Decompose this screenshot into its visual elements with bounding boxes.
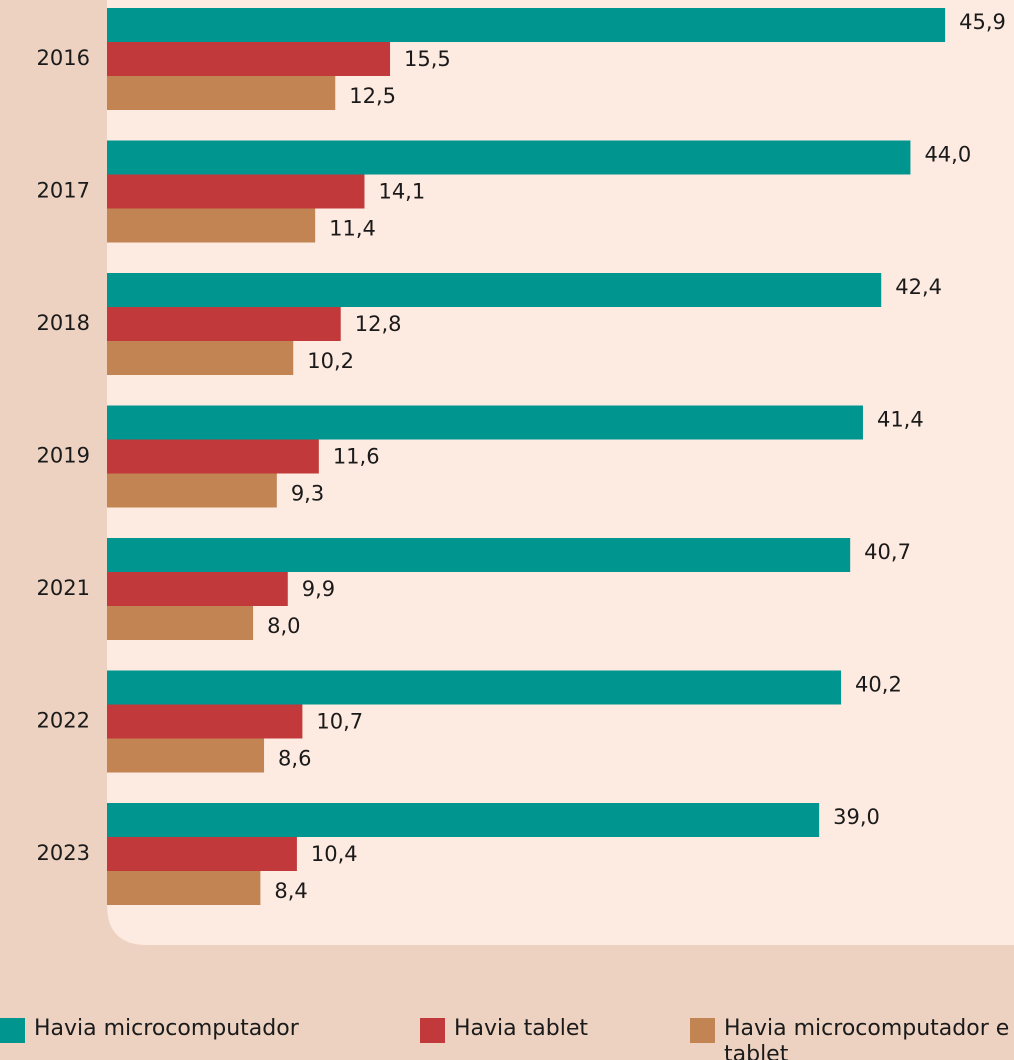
legend-swatch bbox=[420, 1018, 445, 1043]
value-label: 11,4 bbox=[329, 217, 376, 241]
y-tick-label: 2022 bbox=[37, 709, 90, 733]
y-tick-label: 2016 bbox=[37, 46, 90, 70]
bar bbox=[107, 341, 294, 375]
bar bbox=[107, 307, 341, 341]
value-label: 41,4 bbox=[877, 408, 924, 432]
chart: 2016 45,9 15,5 12,5 2017 44,0 14,111,4 2018 42,4… bbox=[37, 0, 1014, 945]
legend-label: Havia microcomputador e tablet bbox=[724, 1016, 1010, 1060]
bar bbox=[107, 837, 297, 871]
bar bbox=[107, 439, 319, 474]
bar bbox=[107, 473, 277, 508]
value-label: 12,5 bbox=[349, 84, 396, 108]
legend-swatch bbox=[690, 1018, 715, 1043]
legend-item: Havia tablet bbox=[420, 1016, 680, 1060]
bar bbox=[107, 670, 842, 705]
y-tick-label: 2023 bbox=[37, 841, 90, 865]
bar bbox=[107, 42, 391, 76]
value-label: 15,5 bbox=[404, 47, 451, 71]
bar bbox=[107, 208, 316, 243]
bar bbox=[107, 174, 365, 209]
panel bbox=[107, 0, 1014, 945]
bar bbox=[107, 871, 261, 905]
y-tick-label: 2019 bbox=[37, 444, 90, 468]
legend-item: Havia microcomputador e tablet bbox=[690, 1016, 1014, 1060]
bar bbox=[107, 572, 288, 606]
value-label: 45,9 bbox=[959, 10, 1006, 34]
value-label: 12,8 bbox=[355, 312, 402, 336]
legend-item: Havia microcomputador bbox=[0, 1016, 400, 1060]
bar bbox=[107, 738, 265, 773]
bar bbox=[107, 76, 336, 110]
y-tick-label: 2021 bbox=[37, 576, 90, 600]
bar bbox=[107, 704, 303, 739]
bar bbox=[107, 8, 946, 42]
value-label: 8,4 bbox=[274, 879, 307, 903]
value-label: 14,1 bbox=[378, 180, 425, 204]
value-label: 40,2 bbox=[855, 673, 902, 697]
value-label: 9,3 bbox=[291, 482, 324, 506]
bar bbox=[107, 803, 820, 837]
bar bbox=[107, 606, 254, 640]
value-label: 8,0 bbox=[267, 614, 300, 638]
y-tick-label: 2018 bbox=[37, 311, 90, 335]
legend-label: Havia microcomputador bbox=[34, 1016, 299, 1041]
value-label: 44,0 bbox=[924, 143, 971, 167]
value-label: 40,7 bbox=[864, 540, 911, 564]
value-label: 9,9 bbox=[302, 577, 335, 601]
bar bbox=[107, 405, 863, 440]
legend-label: Havia tablet bbox=[454, 1016, 588, 1041]
value-label: 11,6 bbox=[333, 445, 380, 469]
value-label: 8,6 bbox=[278, 747, 311, 771]
value-label: 42,4 bbox=[895, 275, 942, 299]
bar bbox=[107, 273, 882, 307]
y-tick-label: 2017 bbox=[37, 179, 90, 203]
legend-swatch bbox=[0, 1018, 25, 1043]
value-label: 39,0 bbox=[833, 805, 880, 829]
bar bbox=[107, 140, 911, 175]
value-label: 10,4 bbox=[311, 842, 358, 866]
bar bbox=[107, 538, 851, 572]
value-label: 10,7 bbox=[316, 710, 363, 734]
value-label: 10,2 bbox=[307, 349, 354, 373]
